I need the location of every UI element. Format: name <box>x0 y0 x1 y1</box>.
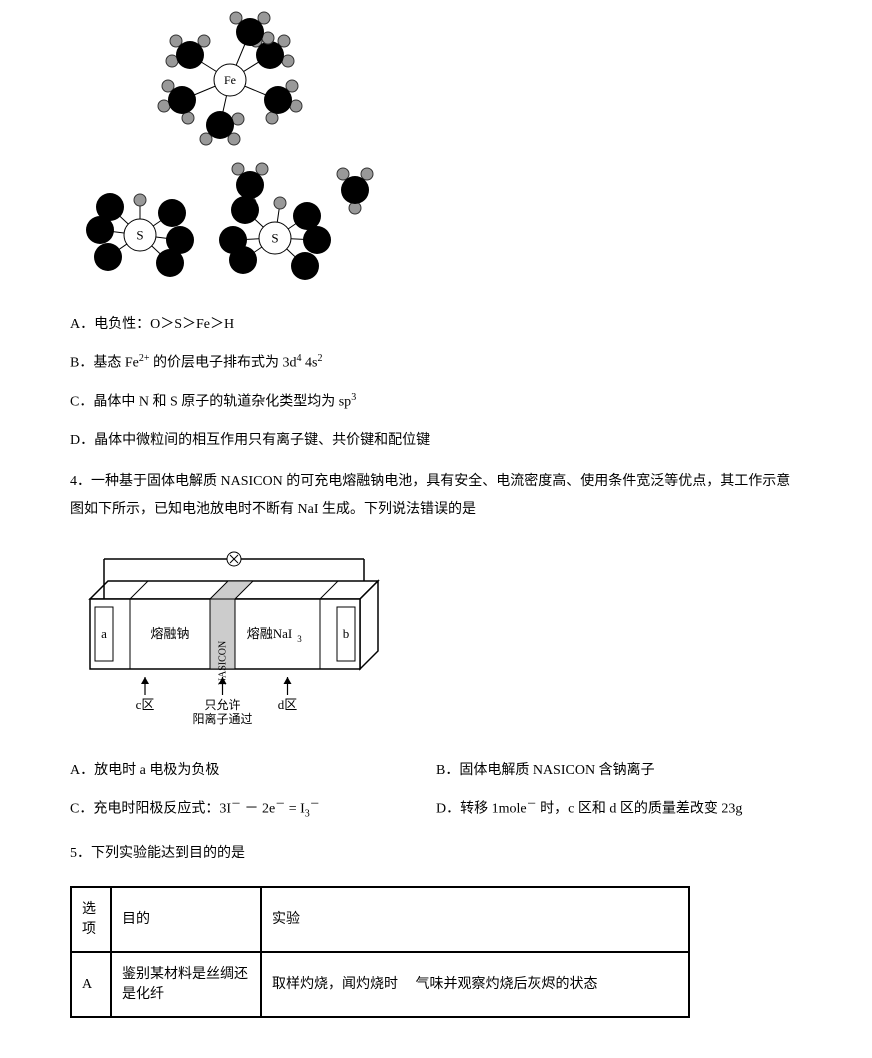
q4-option-b: B．固体电解质 NASICON 含钠离子 <box>436 761 802 781</box>
svg-text:熔融NaI: 熔融NaI <box>247 626 293 641</box>
q4-row-cd: C．充电时阳极反应式：3I－ － 2e－ = I3－ D．转移 1mole－ 时… <box>70 798 802 821</box>
td-purpose: 鉴别某材料是丝绸还是化纤 <box>111 952 261 1017</box>
q4-row-ab: A．放电时 a 电极为负极 B．固体电解质 NASICON 含钠离子 <box>70 761 802 781</box>
sup: － <box>310 799 320 810</box>
sup: 2+ <box>139 353 150 364</box>
table-row: A 鉴别某材料是丝绸还是化纤 取样灼烧，闻灼烧时 气味并观察灼烧后灰烬的状态 <box>71 952 689 1017</box>
td-experiment: 取样灼烧，闻灼烧时 气味并观察灼烧后灰烬的状态 <box>261 952 689 1017</box>
text: － 2e <box>241 802 275 817</box>
text: C．晶体中 N 和 S 原子的轨道杂化类型均为 sp <box>70 395 351 410</box>
svg-text:S: S <box>136 228 143 243</box>
q4-stem: 4．一种基于固体电解质 NASICON 的可充电熔融钠电池，具有安全、电流密度高… <box>70 468 802 524</box>
sup: 3 <box>351 392 356 403</box>
text: 的价层电子排布式为 3d <box>149 356 296 371</box>
q4-option-a: A．放电时 a 电极为负极 <box>70 761 436 781</box>
q4-option-d: D．转移 1mole－ 时，c 区和 d 区的质量差改变 23g <box>436 798 802 821</box>
battery-diagram: ab熔融钠NASICON熔融NaI3c区只允许阳离子通过d区 <box>70 544 802 741</box>
molecular-diagram: Fe S S <box>70 10 802 297</box>
text: C．充电时阳极反应式：3I <box>70 802 231 817</box>
svg-text:b: b <box>343 626 350 641</box>
svg-text:阳离子通过: 阳离子通过 <box>192 711 252 726</box>
svg-text:只允许: 只允许 <box>204 697 240 712</box>
molecule-svg: Fe S S <box>70 10 400 290</box>
svg-text:3: 3 <box>297 634 302 644</box>
th-option: 选项 <box>71 887 111 952</box>
td-option: A <box>71 952 111 1017</box>
svg-text:a: a <box>101 626 107 641</box>
svg-text:Fe: Fe <box>224 73 236 87</box>
sup: 2 <box>317 353 322 364</box>
text: 4s <box>301 356 317 371</box>
exam-page: Fe S S A．电负性：O＞S＞Fe＞H B．基态 Fe2+ 的价层电子排布式为 … <box>0 0 872 1058</box>
q4-option-c: C．充电时阳极反应式：3I－ － 2e－ = I3－ <box>70 798 436 821</box>
svg-text:c区: c区 <box>136 697 155 712</box>
text: 时，c 区和 d 区的质量差改变 23g <box>537 802 743 817</box>
q5-stem: 5．下列实验能达到目的的是 <box>70 840 802 868</box>
sup: － <box>527 799 537 810</box>
table-header-row: 选项 目的 实验 <box>71 887 689 952</box>
text: B．基态 Fe <box>70 356 139 371</box>
sub: 3 <box>305 809 310 820</box>
th-experiment: 实验 <box>261 887 689 952</box>
svg-text:S: S <box>271 231 278 246</box>
q3-option-a: A．电负性：O＞S＞Fe＞H <box>70 315 802 335</box>
svg-text:d区: d区 <box>278 697 298 712</box>
q5-table: 选项 目的 实验 A 鉴别某材料是丝绸还是化纤 取样灼烧，闻灼烧时 气味并观察灼… <box>70 886 690 1018</box>
sup: － <box>275 799 285 810</box>
sup: － <box>231 799 241 810</box>
q3-option-c: C．晶体中 N 和 S 原子的轨道杂化类型均为 sp3 <box>70 391 802 412</box>
svg-text:熔融钠: 熔融钠 <box>150 626 189 641</box>
battery-svg: ab熔融钠NASICON熔融NaI3c区只允许阳离子通过d区 <box>70 544 380 734</box>
text: D．转移 1mole <box>436 802 527 817</box>
q3-option-d: D．晶体中微粒间的相互作用只有离子键、共价键和配位键 <box>70 431 802 451</box>
q3-option-b: B．基态 Fe2+ 的价层电子排布式为 3d4 4s2 <box>70 352 802 373</box>
th-purpose: 目的 <box>111 887 261 952</box>
text: = I <box>285 802 305 817</box>
